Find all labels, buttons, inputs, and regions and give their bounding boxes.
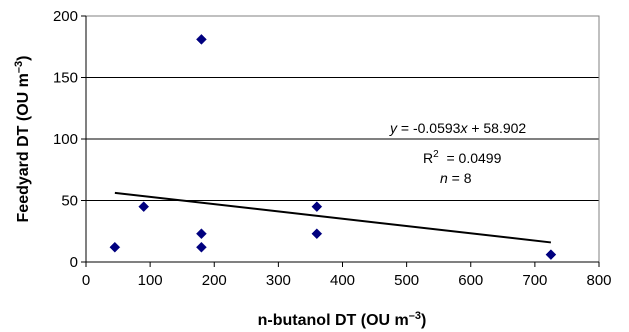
trendline-equation: y = -0.0593x + 58.902 bbox=[389, 120, 526, 136]
y-tick-label-1: 50 bbox=[61, 193, 78, 210]
x-tick-label-7: 700 bbox=[522, 272, 547, 289]
x-tick-label-6: 600 bbox=[458, 272, 483, 289]
y-tick-label-3: 150 bbox=[53, 70, 78, 87]
data-point-4 bbox=[196, 241, 207, 253]
y-tick-label-0: 0 bbox=[70, 254, 78, 271]
x-tick-label-0: 0 bbox=[82, 272, 90, 289]
n-count-label: n = 8 bbox=[440, 170, 472, 186]
data-point-7 bbox=[545, 249, 557, 260]
y-axis-title: Feedyard DT (OU m–3) bbox=[13, 56, 32, 223]
x-tick-label-3: 300 bbox=[266, 272, 291, 289]
data-point-2 bbox=[196, 34, 207, 45]
x-tick-label-5: 500 bbox=[394, 272, 419, 289]
x-tick-label-2: 200 bbox=[202, 272, 227, 289]
axes bbox=[81, 15, 600, 267]
data-point-5 bbox=[311, 201, 323, 213]
trendline bbox=[114, 191, 552, 244]
r-squared-label: R2 = 0.0499 bbox=[423, 149, 502, 166]
gridlines bbox=[86, 77, 599, 201]
data-point-0 bbox=[109, 241, 121, 253]
x-tick-label-4: 400 bbox=[330, 272, 355, 289]
data-points bbox=[109, 34, 557, 260]
x-tick-label-1: 100 bbox=[138, 272, 163, 289]
y-tick-label-4: 200 bbox=[53, 8, 78, 25]
trendline-group bbox=[114, 191, 552, 244]
y-tick-label-2: 100 bbox=[53, 131, 78, 148]
tick-labels: 0 50 100 150 200 0 100 200 300 400 500 600 700 800 bbox=[53, 8, 612, 289]
x-tick-label-8: 800 bbox=[586, 272, 611, 289]
data-point-6 bbox=[311, 228, 323, 240]
data-point-1 bbox=[138, 201, 150, 213]
data-point-3 bbox=[196, 228, 207, 240]
x-axis-title: n-butanol DT (OU m–3) bbox=[258, 310, 427, 329]
